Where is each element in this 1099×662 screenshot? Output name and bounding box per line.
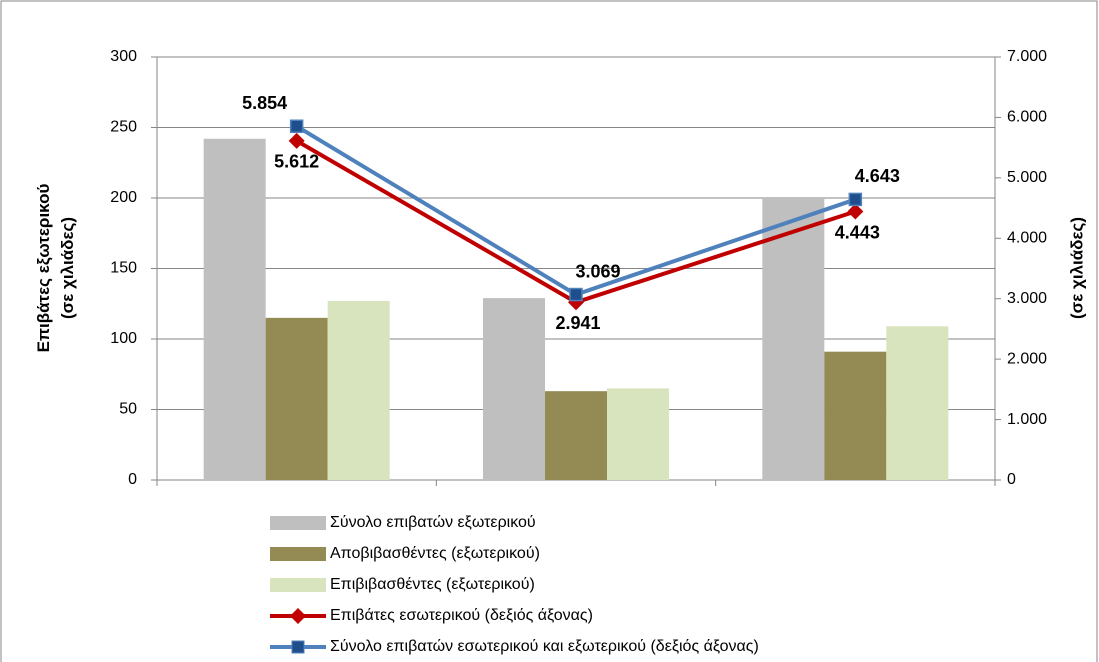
legend-marker bbox=[290, 608, 306, 624]
y-axis-label-line: Επιβάτες εξωτερικού bbox=[34, 184, 53, 353]
legend-label: Επιβάτες εσωτερικού (δεξιός άξονας) bbox=[330, 607, 593, 624]
bar bbox=[762, 198, 825, 480]
y-tick-label: 300 bbox=[110, 48, 137, 65]
y-axis-label: Επιβάτες εξωτερικού (σε χιλιάδες) bbox=[34, 184, 77, 353]
bar bbox=[824, 351, 887, 480]
data-label: 3.069 bbox=[575, 261, 620, 281]
y-tick-label: 0 bbox=[128, 471, 137, 488]
legend-label: Σύνολο επιβατών εξωτερικού bbox=[330, 514, 536, 531]
marker bbox=[848, 192, 863, 207]
y-tick-label: 150 bbox=[110, 260, 137, 277]
y2-tick-label: 4.000 bbox=[1007, 230, 1047, 247]
legend-swatch bbox=[270, 547, 326, 561]
y2-tick-label: 7.000 bbox=[1007, 48, 1047, 65]
marker bbox=[569, 287, 583, 302]
legend-swatch bbox=[270, 516, 326, 530]
data-label: 5.854 bbox=[242, 93, 287, 113]
bar bbox=[545, 391, 607, 480]
bar bbox=[265, 317, 328, 480]
y2-tick-label: 3.000 bbox=[1007, 290, 1047, 307]
legend-swatch bbox=[270, 578, 326, 592]
bar bbox=[607, 388, 669, 480]
y-tick-label: 100 bbox=[110, 330, 137, 347]
bar bbox=[327, 300, 390, 480]
legend-marker bbox=[291, 640, 305, 654]
y-tick-label: 200 bbox=[110, 189, 137, 206]
data-label: 4.443 bbox=[835, 222, 880, 242]
bar bbox=[203, 138, 266, 480]
marker bbox=[847, 203, 864, 220]
legend-label: Αποβιβασθέντες (εξωτερικού) bbox=[330, 545, 540, 562]
y2-tick-label: 6.000 bbox=[1007, 109, 1047, 126]
y2-axis-label: (σε χιλιάδες) bbox=[1067, 217, 1086, 319]
marker bbox=[289, 119, 304, 134]
y-tick-label: 50 bbox=[119, 401, 137, 418]
data-label: 5.612 bbox=[274, 152, 319, 172]
y2-tick-label: 2.000 bbox=[1007, 350, 1047, 367]
y2-tick-label: 0 bbox=[1007, 471, 1016, 488]
bar bbox=[483, 298, 545, 480]
data-label: 4.643 bbox=[855, 166, 900, 186]
marker bbox=[288, 132, 305, 149]
data-label: 2.941 bbox=[555, 313, 600, 333]
legend-label: Επιβιβασθέντες (εξωτερικού) bbox=[330, 576, 535, 593]
y2-tick-label: 1.000 bbox=[1007, 411, 1047, 428]
bar bbox=[886, 326, 949, 480]
legend-label: Σύνολο επιβατών εσωτερικού και εξωτερικο… bbox=[330, 638, 759, 655]
y-axis-label-line: (σε χιλιάδες) bbox=[58, 217, 77, 319]
y-tick-label: 250 bbox=[110, 119, 137, 136]
y2-tick-label: 5.000 bbox=[1007, 169, 1047, 186]
